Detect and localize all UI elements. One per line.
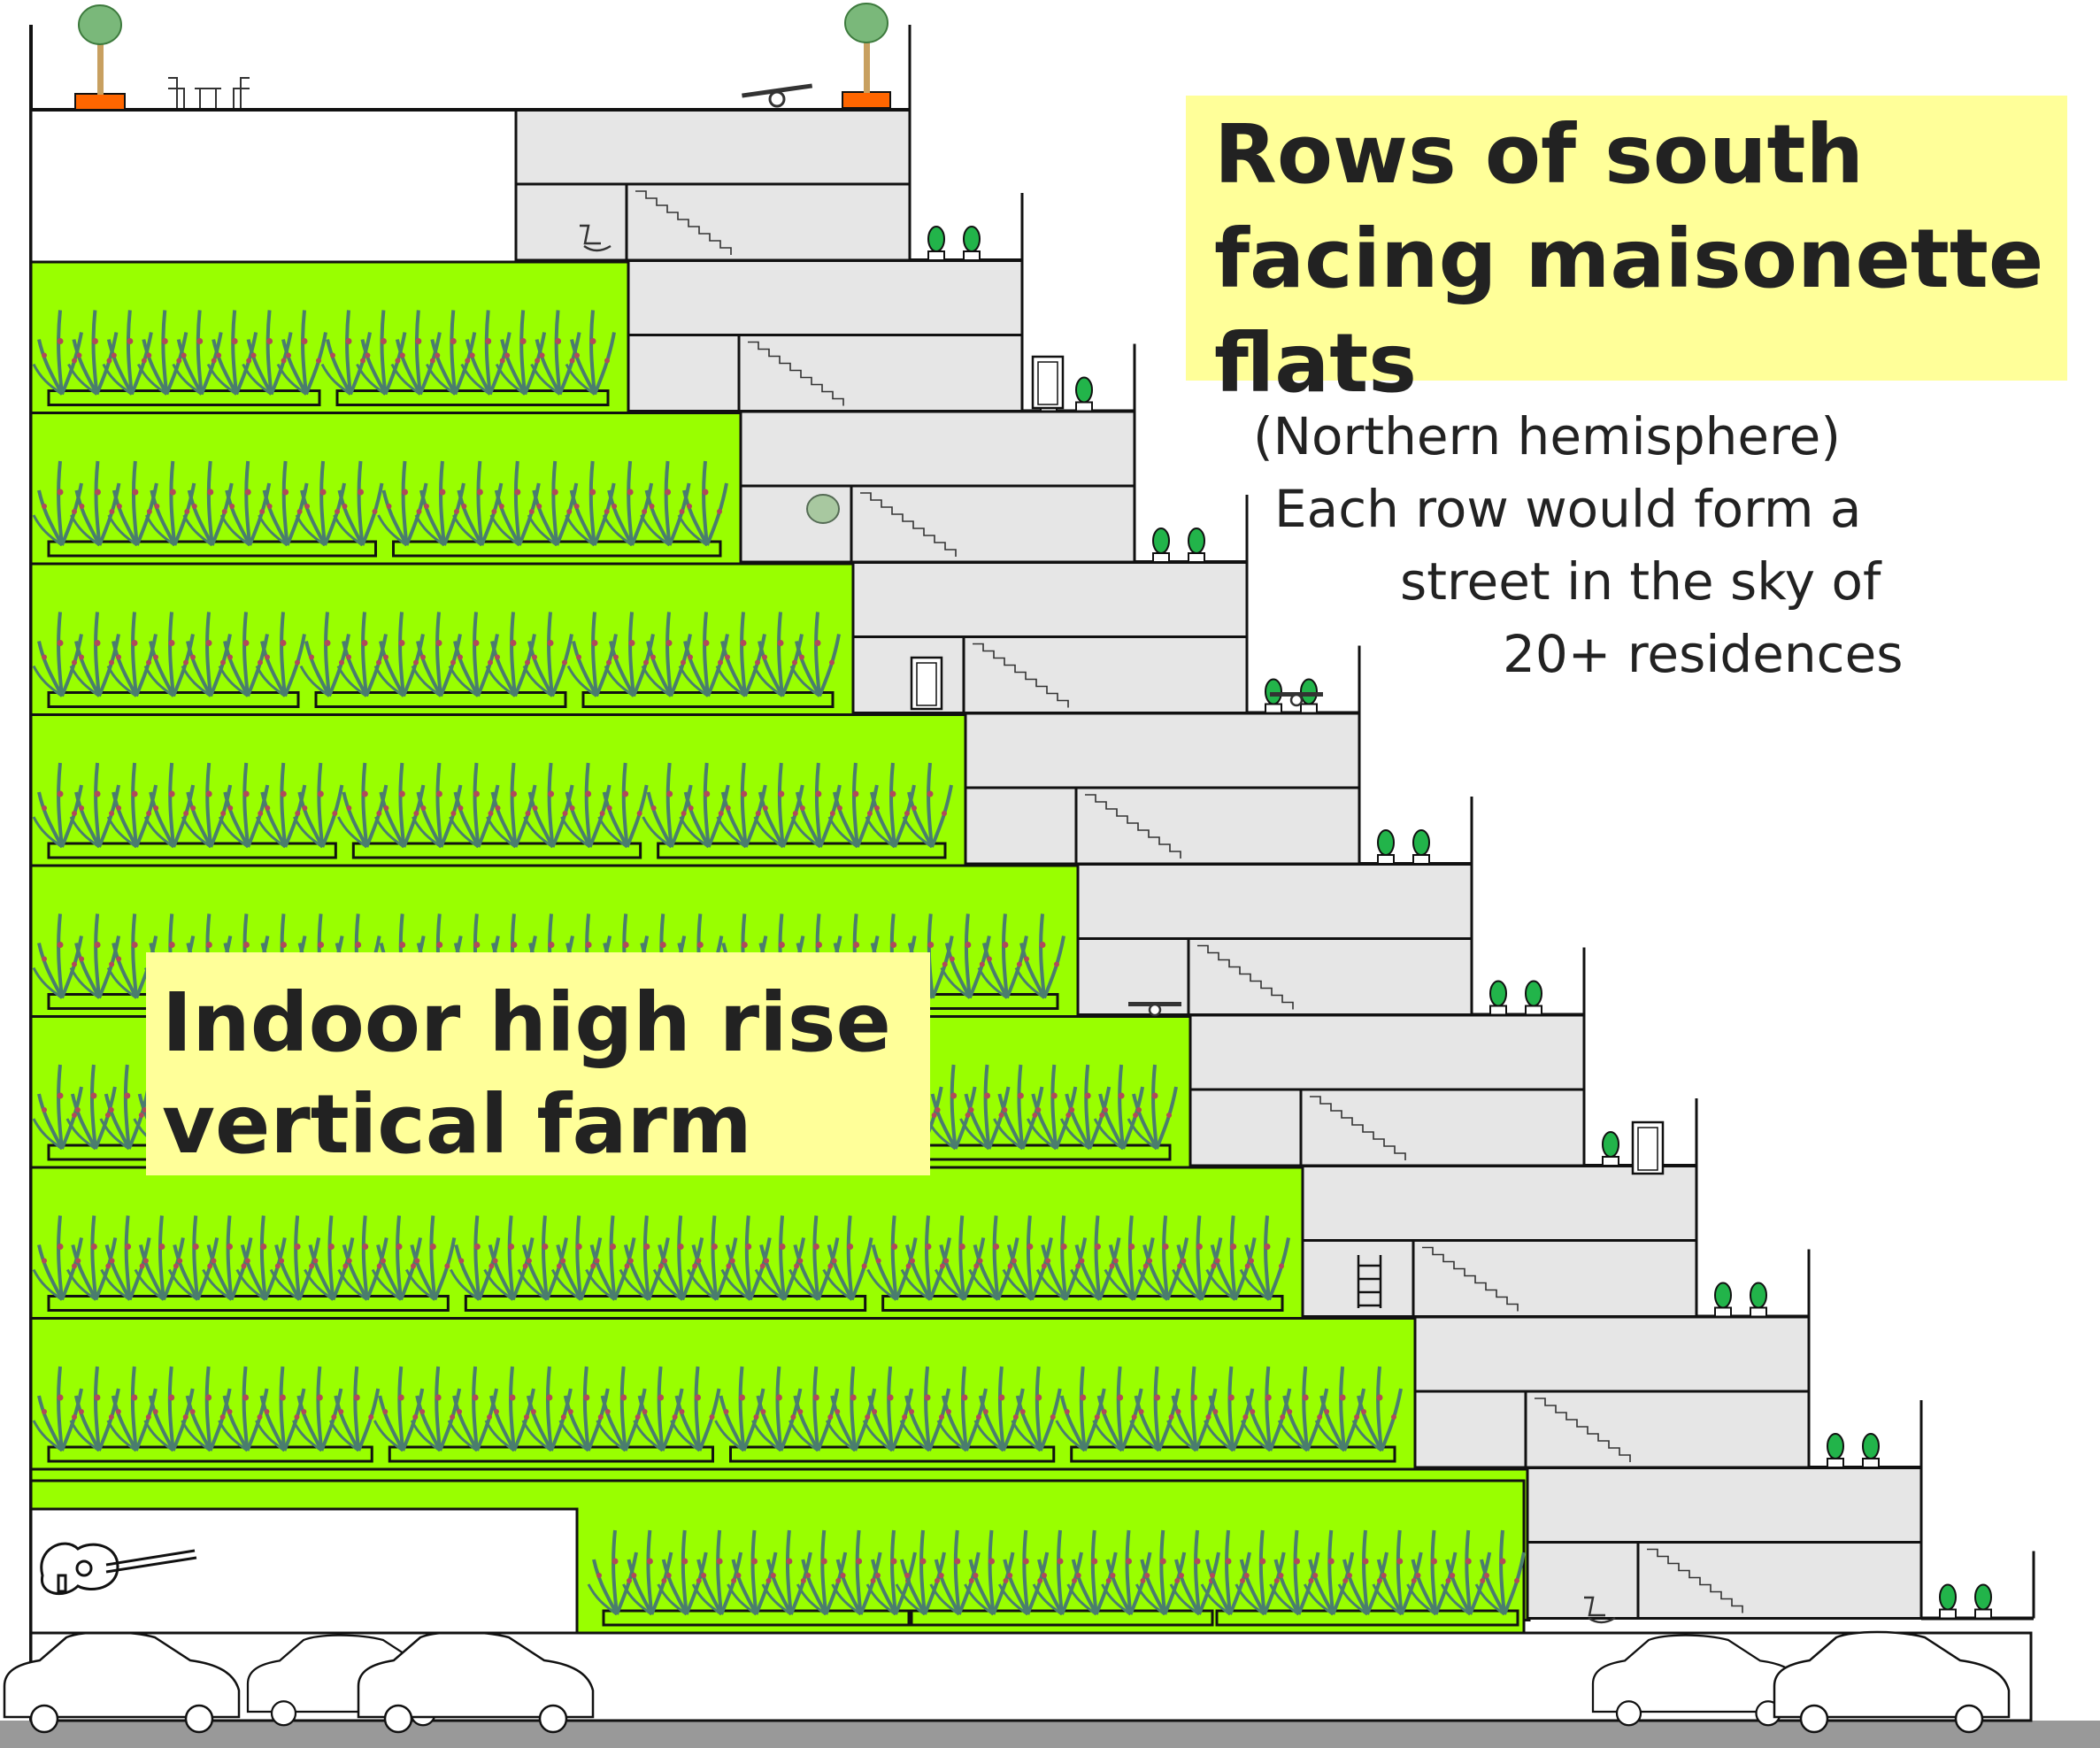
planter-tray: [47, 842, 337, 859]
potted-plant-icon: [1714, 1282, 1732, 1318]
potted-plant-icon: [1489, 980, 1507, 1016]
potted-plant-icon: [1862, 1433, 1880, 1468]
planter-tray: [881, 1295, 1284, 1312]
flat-upper-level: [851, 561, 1249, 638]
flat-lower-level: [1526, 1541, 1923, 1620]
flat-lower-level: [514, 182, 912, 262]
ladder-rungs: [1357, 1255, 1382, 1308]
rocking-chair-icon: [580, 224, 612, 252]
flat-upper-level: [1188, 1013, 1586, 1091]
guitar-icon: [40, 1542, 197, 1595]
potted-plant-icon: [1075, 376, 1093, 412]
flats-title-label: Rows of south facing maisonette flats: [1186, 96, 2067, 411]
potted-plant-icon: [1412, 829, 1430, 865]
potted-plant-icon: [1602, 1131, 1619, 1167]
door-icon: [1631, 1120, 1665, 1175]
seesaw-icon: [1128, 1002, 1181, 1017]
flat-lower-level: [1188, 1088, 1586, 1167]
farm-title-label: Indoor high rise vertical farm: [146, 952, 930, 1175]
door-icon: [910, 656, 943, 711]
flat-upper-level: [1301, 1165, 1698, 1242]
door-icon-panel: [916, 662, 937, 706]
table-chairs-icon: [168, 77, 250, 108]
door-icon: [1031, 355, 1065, 410]
flat-upper-level: [739, 410, 1136, 488]
planter-tray: [47, 389, 321, 406]
seesaw-icon: [1270, 692, 1323, 707]
flat-upper-level: [1076, 863, 1473, 940]
tree-icon: [842, 3, 891, 109]
flat-upper-level: [1526, 1467, 1923, 1544]
potted-plant-icon: [1939, 1583, 1957, 1620]
tree-icon: [74, 4, 126, 111]
maisonette-flats: [514, 108, 2035, 1621]
seesaw-pivot: [1289, 693, 1304, 707]
planter-tray: [335, 389, 610, 406]
potted-plant-icon: [1750, 1282, 1767, 1318]
planter-tray: [657, 842, 947, 859]
flat-lower-level: [1413, 1390, 1811, 1469]
flat-lower-level: [739, 484, 1136, 564]
door-icon-panel: [1037, 361, 1058, 405]
seesaw-icon: [742, 83, 813, 108]
flats-note-label: (Northern hemisphere) Each row would for…: [1253, 406, 1904, 684]
seesaw-pivot: [1148, 1003, 1162, 1017]
hanging-basket-icon: [806, 494, 840, 524]
flat-lower-level: [627, 334, 1024, 412]
potted-plant-icon: [1974, 1583, 1992, 1620]
rocking-chair-icon: [1584, 1596, 1616, 1624]
basket-foliage: [806, 494, 840, 524]
potted-plant-icon: [1827, 1433, 1844, 1468]
potted-plant-icon: [1525, 980, 1542, 1016]
planter-tray: [464, 1295, 867, 1312]
potted-plant-icon: [1152, 527, 1170, 563]
flat-lower-level: [964, 786, 1361, 866]
planter-tray: [351, 842, 642, 859]
flat-upper-level: [627, 259, 1024, 336]
flat-upper-level: [1413, 1315, 1811, 1393]
flat-upper-level: [514, 108, 912, 186]
flat-upper-level: [964, 712, 1361, 789]
ground-strip: [0, 1721, 2100, 1748]
potted-plant-icon: [963, 226, 981, 261]
potted-plant-icon: [927, 226, 945, 261]
guitar-room: [29, 1507, 579, 1635]
door-icon-panel: [1637, 1127, 1658, 1171]
ladder-icon: [1357, 1255, 1382, 1308]
planter-tray: [47, 1295, 450, 1312]
roof-white-block: [29, 108, 518, 264]
potted-plant-icon: [1377, 829, 1395, 865]
